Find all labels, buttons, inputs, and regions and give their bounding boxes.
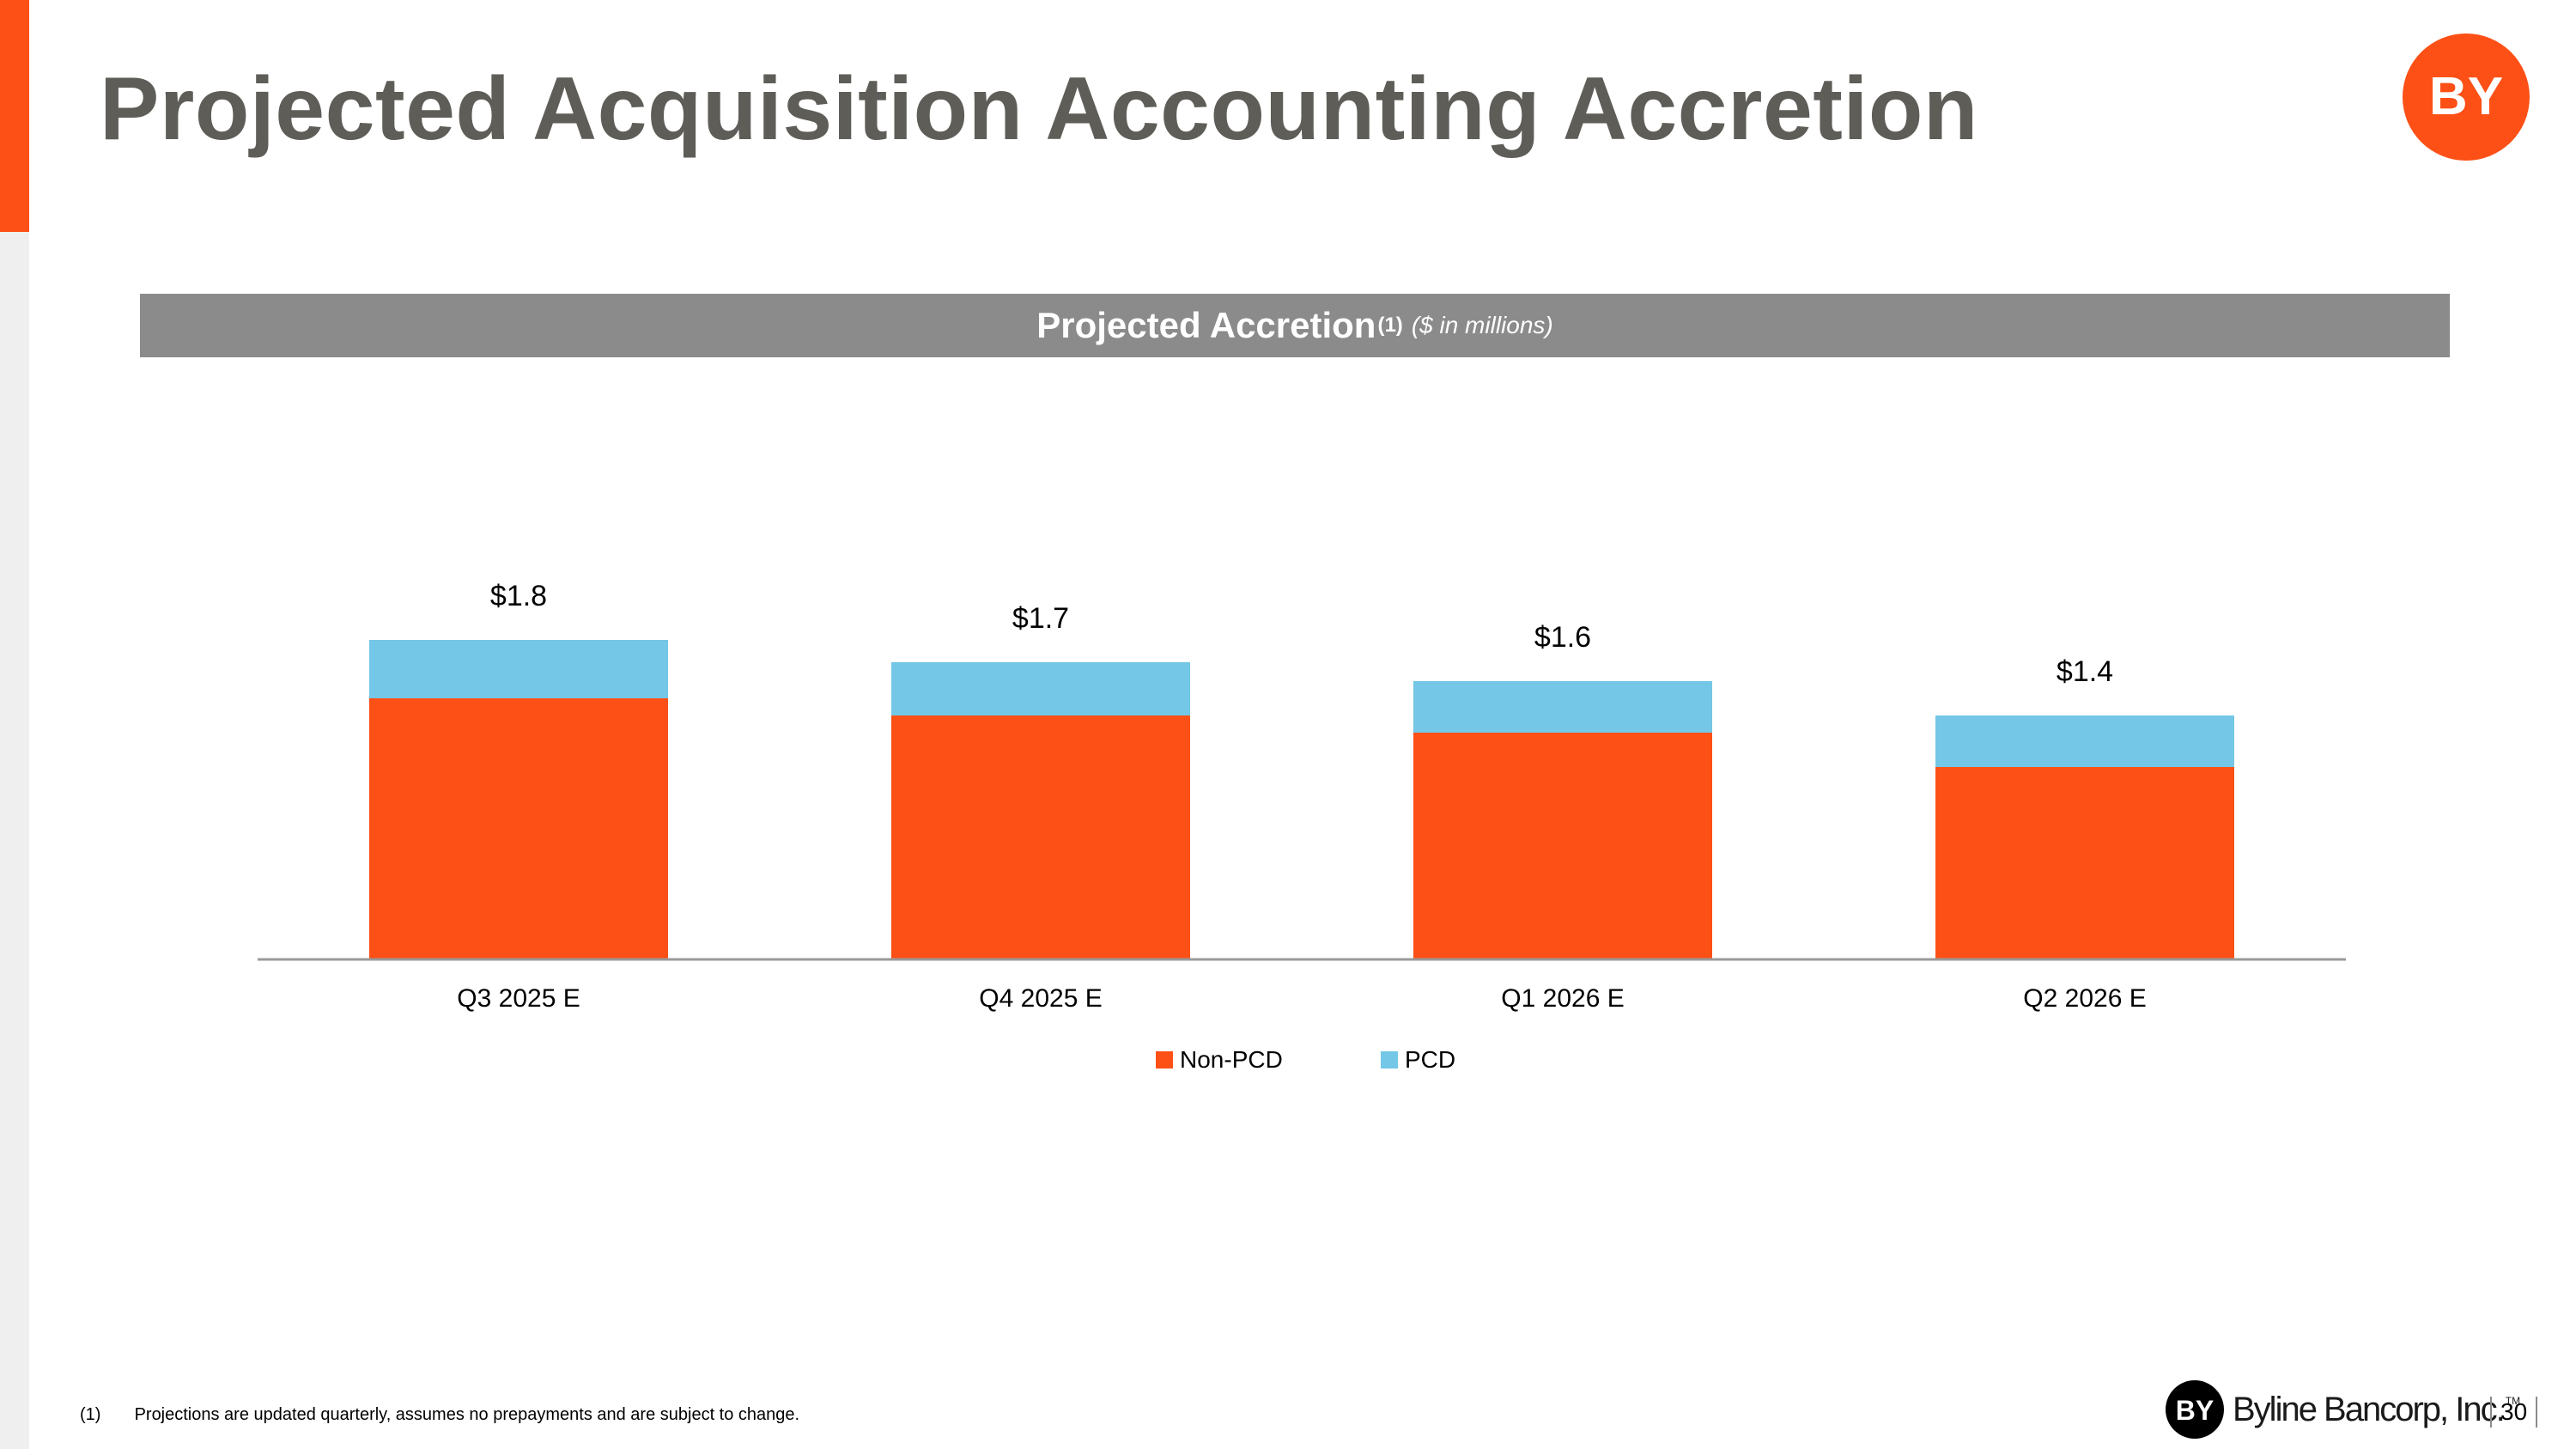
legend-item-non-pcd: Non-PCD (1156, 1046, 1283, 1074)
brand-trademark: TM (2505, 1395, 2521, 1407)
footnote-number: (1) (80, 1405, 101, 1424)
bar-non-pcd-3 (1413, 733, 1712, 959)
bar-pcd-4 (1935, 715, 2234, 767)
footnote-text: Projections are updated quarterly, assum… (134, 1405, 800, 1424)
data-label-total-1: $1.8 (490, 580, 547, 612)
x-tick-label-3: Q1 2026 E (1501, 984, 1624, 1013)
x-tick-label-2: Q4 2025 E (979, 984, 1102, 1013)
footnote: (1) Projections are updated quarterly, a… (80, 1405, 799, 1425)
banner-footnote-ref: (1) (1377, 314, 1403, 337)
logo-text: BY (2429, 67, 2503, 126)
data-label-total-2: $1.7 (1012, 602, 1069, 635)
brand-mark-text: BY (2176, 1395, 2214, 1426)
banner-title: Projected Accretion (1036, 305, 1376, 345)
x-tick-label-4: Q2 2026 E (2023, 984, 2146, 1013)
x-tick-label-1: Q3 2025 E (457, 984, 580, 1013)
legend-item-pcd: PCD (1381, 1046, 1455, 1074)
data-label-total-3: $1.6 (1534, 621, 1591, 654)
banner-unit: ($ in millions) (1411, 312, 1553, 338)
brand-mark-glyph: BY (2176, 1395, 2214, 1426)
chart-header-banner: Projected Accretion (1) ($ in millions) (140, 294, 2450, 357)
brand-mark-icon: BY (2166, 1380, 2224, 1439)
byline-logo-mark: BY (2429, 67, 2503, 126)
bar-pcd-2 (891, 662, 1190, 715)
bar-non-pcd-2 (891, 715, 1190, 959)
byline-logo-icon: BY (2403, 33, 2530, 161)
left-accent-bar (0, 0, 29, 232)
legend-swatch (1156, 1051, 1173, 1068)
legend-label: Non-PCD (1180, 1046, 1283, 1073)
page-title: Projected Acquisition Accounting Accreti… (100, 59, 1978, 159)
page-number: 30 (2490, 1397, 2538, 1428)
bar-pcd-1 (369, 640, 668, 698)
bar-pcd-3 (1413, 681, 1712, 733)
bar-non-pcd-1 (369, 698, 668, 959)
brand-logo: BY Byline Bancorp, Inc. TM (2166, 1379, 2520, 1440)
brand-name: Byline Bancorp, Inc. (2233, 1390, 2506, 1428)
chart-legend: Non-PCD PCD (0, 1046, 2576, 1081)
left-side-strip (0, 0, 29, 1449)
legend-label: PCD (1405, 1046, 1456, 1073)
data-label-total-4: $1.4 (2057, 655, 2113, 688)
legend-swatch (1381, 1051, 1398, 1068)
bar-non-pcd-4 (1935, 767, 2234, 959)
